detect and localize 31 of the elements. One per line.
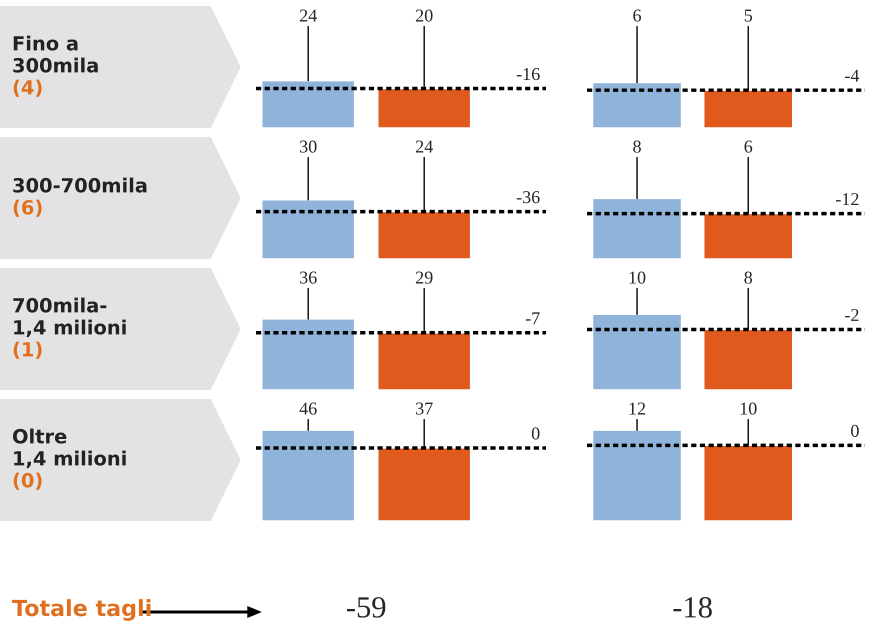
data-label: 5 [744, 10, 752, 22]
text: -4 [845, 70, 860, 82]
text: -18 [673, 597, 712, 618]
data-label: 12 [630, 402, 646, 414]
data-label: 10 [740, 402, 757, 415]
data-label: 30 [300, 140, 317, 153]
data-label: 10 [630, 271, 646, 284]
annotation: -36 [516, 191, 540, 204]
text: 700mila- 1,4 milioni (1) [13, 298, 126, 359]
data-label: 6 [633, 10, 642, 22]
annotation: -12 [836, 193, 858, 206]
text: Fino a 300mila (4) [13, 36, 98, 97]
data-label: 37 [416, 402, 433, 415]
annotation: -2 [845, 308, 858, 321]
annotation: -7 [526, 312, 540, 324]
text: Totale tagli [12, 599, 150, 621]
data-label: 36 [300, 272, 317, 284]
annotation: 0 [851, 424, 859, 437]
data-label: 46 [300, 402, 317, 415]
text: -16 [516, 68, 540, 80]
data-label: 8 [633, 140, 641, 153]
text: -59 [346, 597, 386, 618]
annotation: 0 [532, 427, 540, 440]
data-label: 24 [416, 140, 433, 152]
data-label: 8 [744, 271, 752, 284]
data-label: 20 [416, 9, 433, 22]
data-label: 6 [744, 140, 752, 153]
text: Oltre 1,4 milioni (0) [12, 428, 126, 490]
data-label: 24 [300, 10, 317, 22]
text: 300-700mila (6) [13, 178, 146, 217]
data-label: 29 [416, 272, 432, 284]
